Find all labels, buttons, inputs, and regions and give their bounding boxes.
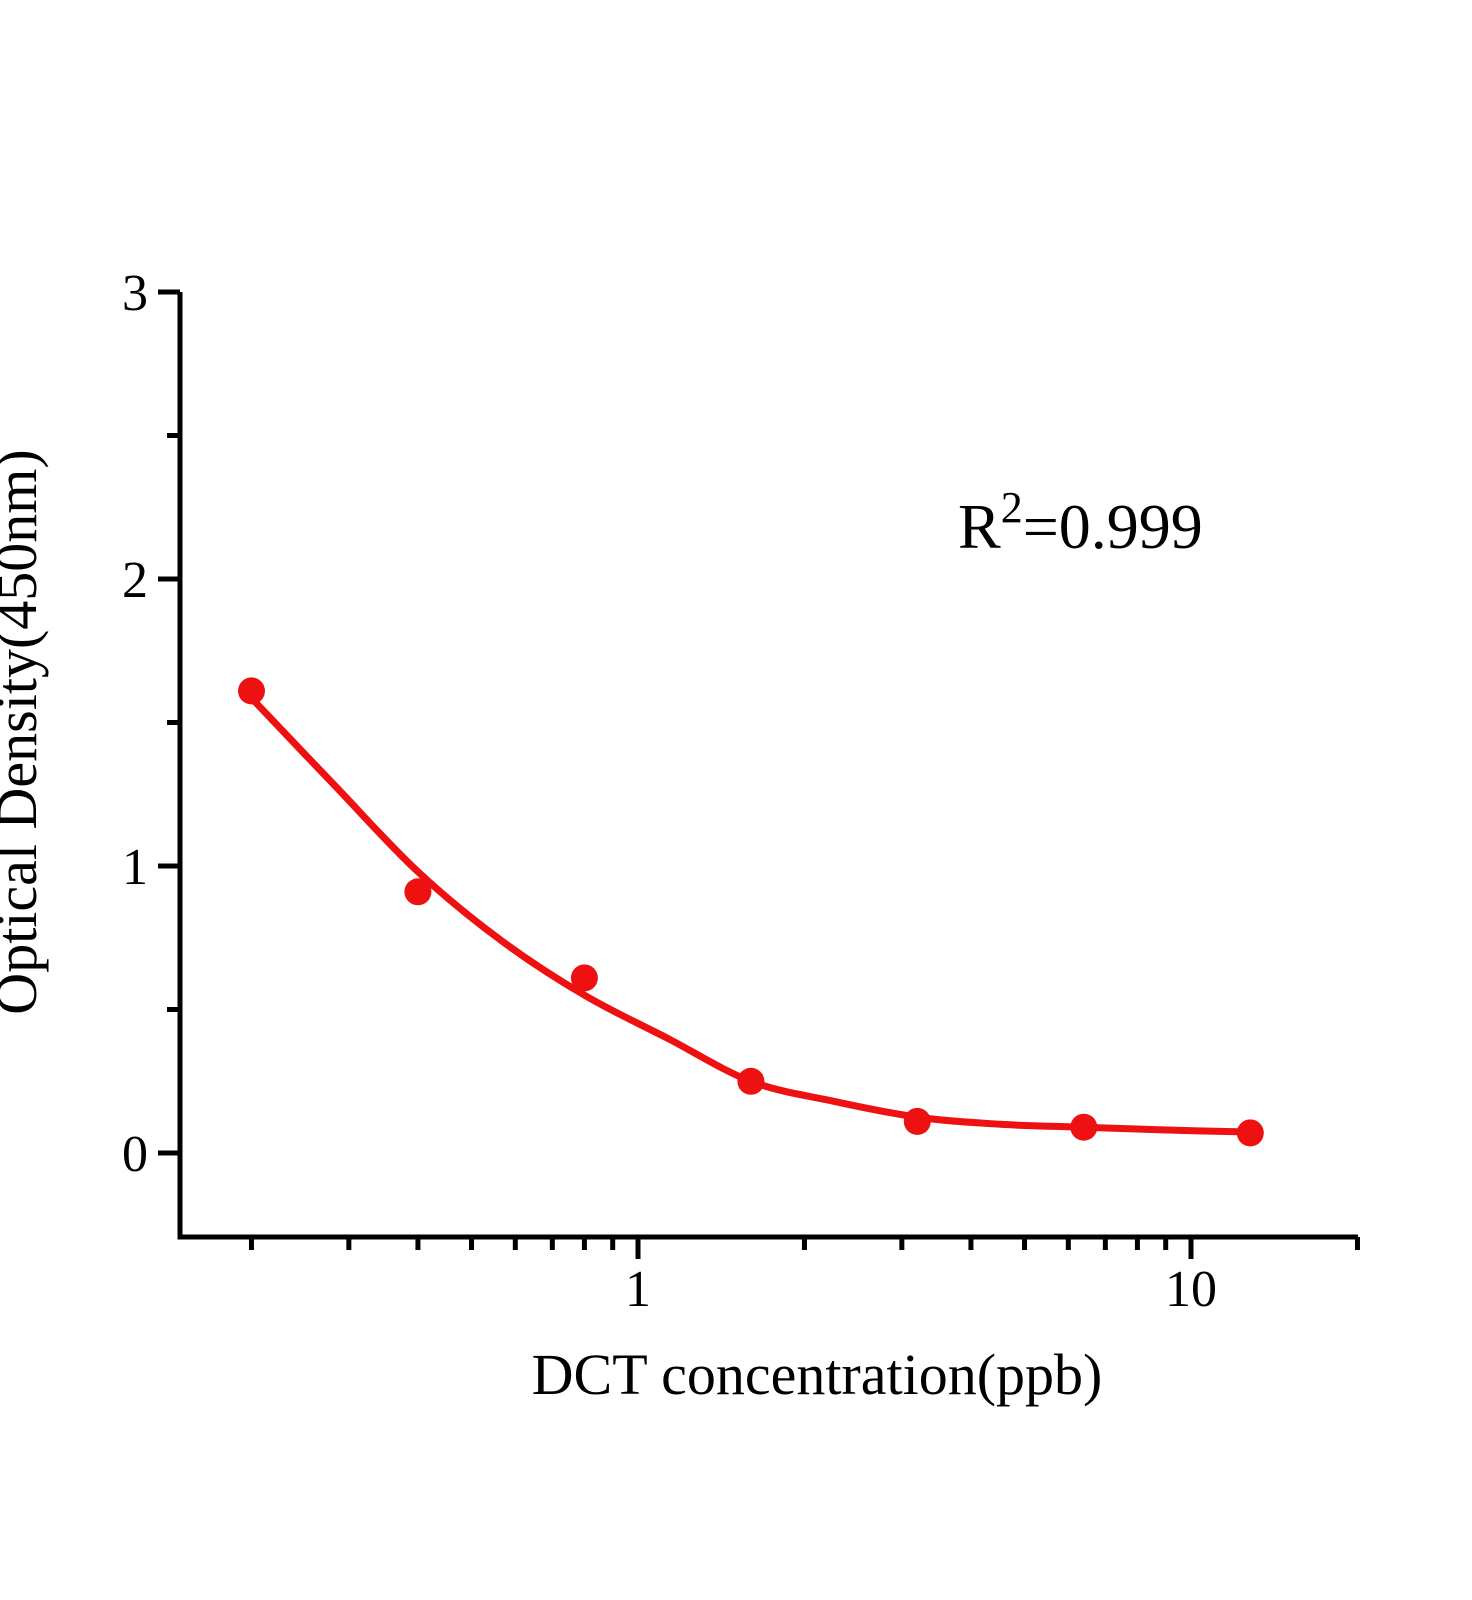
r-squared-annotation: R2=0.999 xyxy=(958,483,1203,562)
data-point xyxy=(570,964,598,992)
r-squared-base: R xyxy=(958,491,1001,562)
y-tick-label: 2 xyxy=(122,552,148,609)
data-point xyxy=(1070,1113,1098,1141)
y-axis-title: Optical Density(450nm) xyxy=(0,449,49,1014)
x-axis-ticks: 1 10 xyxy=(248,1237,1360,1318)
y-axis-ticks: 0 1 2 3 xyxy=(122,265,180,1183)
axes xyxy=(177,292,1358,1240)
data-point xyxy=(238,677,265,705)
r-squared-superscript: 2 xyxy=(1001,483,1023,532)
y-tick-label: 0 xyxy=(122,1126,148,1183)
x-tick-label: 1 xyxy=(625,1261,651,1318)
data-point xyxy=(1236,1119,1264,1147)
y-tick-label: 1 xyxy=(122,839,148,896)
data-point xyxy=(404,878,432,906)
y-tick-label: 3 xyxy=(122,265,148,322)
fit-curve xyxy=(248,694,1254,1136)
data-point xyxy=(903,1107,931,1135)
x-axis-title: DCT concentration(ppb) xyxy=(532,1342,1103,1407)
data-point xyxy=(737,1067,765,1095)
r-squared-value: =0.999 xyxy=(1023,491,1203,562)
series-layer xyxy=(238,677,1264,1147)
x-tick-label: 10 xyxy=(1165,1261,1217,1318)
